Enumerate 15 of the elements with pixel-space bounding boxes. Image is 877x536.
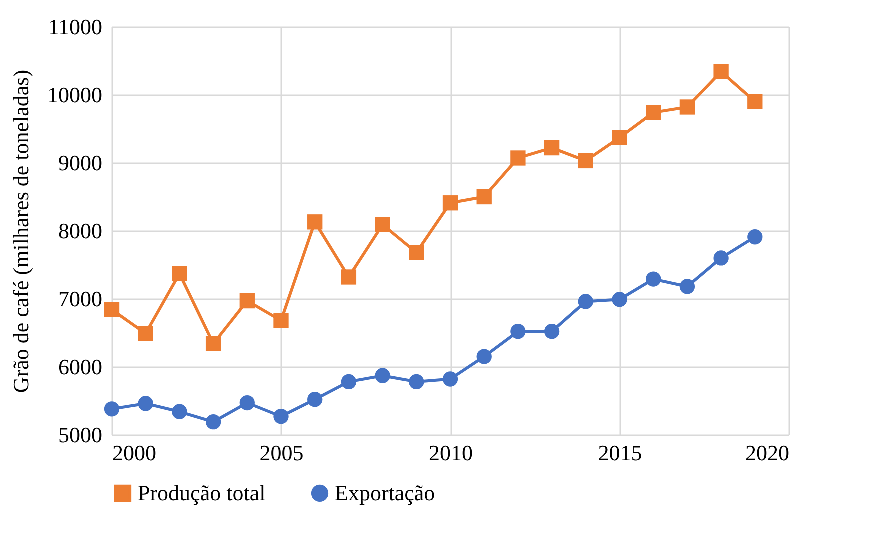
x-tick-label: 2015 [598, 440, 642, 466]
legend-label: Exportação [335, 480, 436, 506]
y-tick-label: 5000 [58, 422, 102, 448]
x-tick-label: 2000 [112, 440, 156, 466]
x-tick-label: 2020 [746, 440, 790, 466]
y-tick-label: 11000 [48, 14, 102, 40]
y-tick-label: 7000 [58, 286, 102, 312]
legend-label: Produção total [138, 480, 266, 506]
y-tick-label: 9000 [58, 150, 102, 176]
x-tick-label: 2010 [429, 440, 473, 466]
y-tick-label: 6000 [58, 354, 102, 380]
y-tick-label: 8000 [58, 218, 102, 244]
x-tick-label: 2005 [260, 440, 304, 466]
y-axis-title: Grão de café (milhares de toneladas) [8, 70, 34, 394]
y-tick-label: 10000 [48, 82, 102, 108]
